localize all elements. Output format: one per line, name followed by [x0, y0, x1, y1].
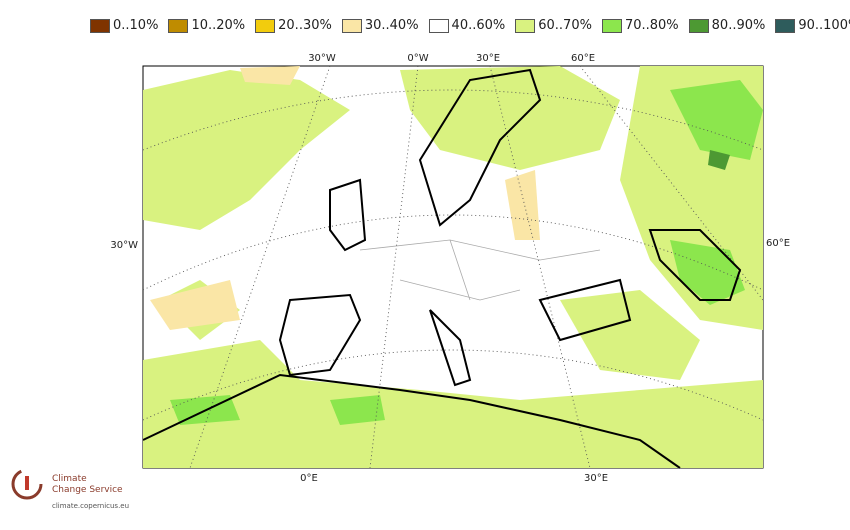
probability-area — [240, 66, 300, 85]
legend-swatch — [775, 18, 796, 33]
legend-item: 10..20% — [168, 18, 245, 33]
coastlines — [142, 68, 742, 469]
legend-swatch — [341, 18, 362, 33]
probability-area — [708, 150, 730, 170]
graticule-label: 60°E — [766, 238, 790, 249]
legend-label: 30..40% — [364, 18, 419, 33]
legend-item: 30..40% — [341, 18, 419, 33]
graticule-label: 0°W — [407, 53, 428, 64]
legend-swatch — [90, 18, 110, 33]
legend-item: 60..70% — [515, 18, 592, 33]
probability-areas — [143, 66, 763, 468]
probability-area — [330, 395, 385, 425]
probability-area — [505, 170, 540, 240]
logo-mark — [11, 468, 43, 500]
legend-swatch — [428, 18, 449, 33]
legend-swatch — [255, 18, 276, 33]
legend-swatch — [168, 18, 189, 33]
graticule-label: 0°E — [300, 473, 318, 484]
probability-area — [670, 80, 763, 160]
legend-label: 80..90% — [711, 18, 766, 33]
legend-item: 20..30% — [255, 18, 332, 33]
legend-item: 70..80% — [601, 18, 679, 33]
logo-line1: Climate — [52, 474, 87, 484]
probability-area — [143, 70, 350, 230]
probability-area — [150, 280, 240, 330]
logo-url: climate.copernicus.eu — [52, 502, 130, 510]
graticule-label: 30°W — [110, 240, 138, 251]
legend-label: 20..30% — [278, 18, 332, 33]
legend-swatch — [515, 18, 536, 33]
graticule-label: 30°E — [584, 473, 608, 484]
legend-item: 90..100% — [775, 18, 850, 33]
legend-label: 0..10% — [113, 18, 159, 33]
legend-item: 0..10% — [90, 18, 158, 33]
legend: 0..10% 10..20% 20..30% 30..40% 40..60% 60..70… — [90, 18, 850, 33]
graticule-labels: 30°W 0°W 30°E 60°E 30°W 60°E 0°E 30°E — [110, 53, 790, 484]
probability-area — [400, 66, 620, 170]
legend-label: 90..100% — [798, 18, 850, 33]
graticule-label: 60°E — [571, 53, 595, 64]
graticule-label: 30°W — [308, 53, 336, 64]
borders — [359, 239, 601, 301]
graticule-label: 30°E — [476, 53, 500, 64]
legend-label: 10..20% — [191, 18, 246, 33]
legend-item: 40..60% — [428, 18, 506, 33]
legend-label: 40..60% — [451, 18, 506, 33]
logo-line2: Change Service — [52, 485, 123, 495]
probability-area — [560, 290, 700, 380]
legend-label: 60..70% — [538, 18, 592, 33]
probability-area — [143, 340, 763, 468]
legend-swatch — [688, 18, 709, 33]
legend-item: 80..90% — [688, 18, 766, 33]
legend-label: 70..80% — [624, 18, 679, 33]
legend-swatch — [601, 18, 622, 33]
